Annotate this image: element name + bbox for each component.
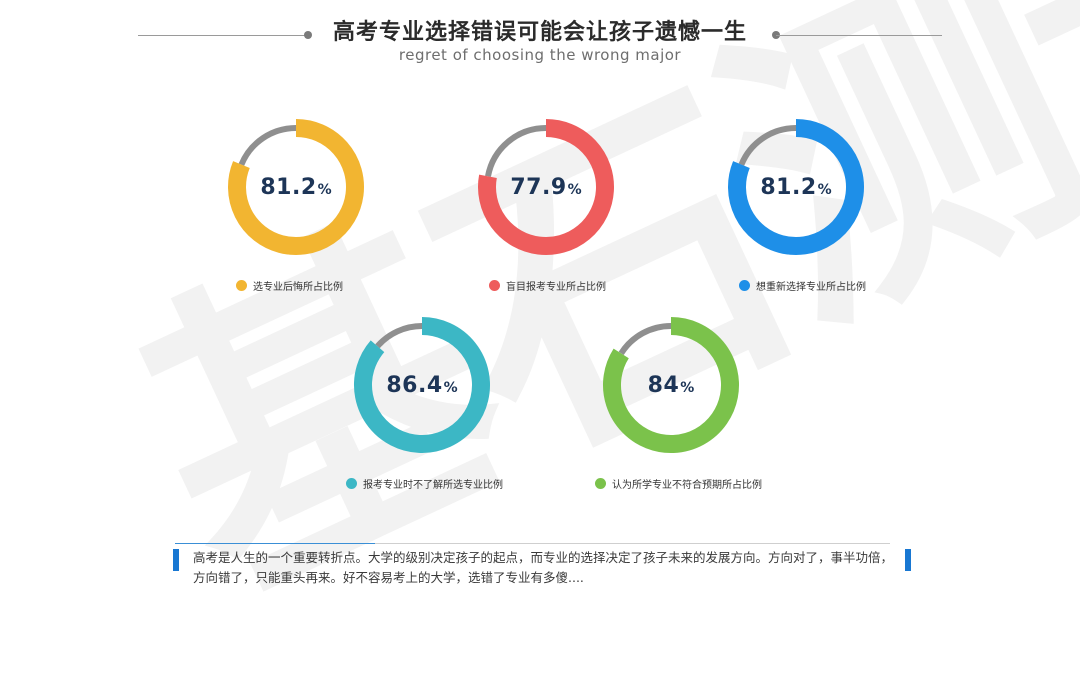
legend-reselect: 想重新选择专业所占比例: [739, 278, 866, 293]
donut-remainder-arc: [238, 125, 297, 166]
value-unit: %: [817, 182, 832, 198]
donut-svg: [728, 119, 864, 255]
quote-bar-left: [173, 549, 179, 571]
donut-value-label: 77.9%: [476, 175, 616, 200]
donut-remainder-arc: [485, 125, 547, 177]
legend-dot: [346, 478, 357, 489]
donut-remainder-arc: [375, 323, 423, 349]
donut-svg: [603, 317, 739, 453]
quote-top-rule: [175, 543, 890, 544]
donut-chart-unaware: 86.4%: [352, 315, 522, 505]
quote-bar-right: [905, 549, 911, 571]
legend-label: 盲目报考专业所占比例: [506, 282, 606, 293]
donut-value-arc: [478, 119, 614, 255]
value-unit: %: [317, 182, 332, 198]
donut-value-label: 86.4%: [352, 373, 492, 398]
page-title: 高考专业选择错误可能会让孩子遗憾一生: [332, 20, 747, 45]
header-rule-right: [776, 35, 942, 36]
donut-remainder-arc: [618, 323, 672, 356]
value-number: 84: [647, 373, 680, 398]
donut-chart-reselect: 81.2%: [726, 117, 896, 307]
legend-dot: [739, 280, 750, 291]
donut-chart-regret: 81.2%: [226, 117, 396, 307]
donut-value-arc: [354, 317, 490, 453]
legend-label: 报考专业时不了解所选专业比例: [363, 480, 503, 491]
donut-value-arc: [728, 119, 864, 255]
value-unit: %: [567, 182, 582, 198]
quote-top-accent: [175, 543, 375, 544]
quote-line-1: 高考是人生的一个重要转折点。大学的级别决定孩子的起点，而专业的选择决定了孩子未来…: [193, 550, 894, 565]
value-number: 86.4: [386, 373, 443, 398]
value-unit: %: [443, 380, 458, 396]
legend-label: 认为所学专业不符合预期所占比例: [612, 480, 762, 491]
donut-value-arc: [603, 317, 739, 453]
donut-value-label: 81.2%: [726, 175, 866, 200]
legend-label: 选专业后悔所占比例: [253, 282, 343, 293]
value-number: 77.9: [510, 175, 567, 200]
donut-value-arc: [228, 119, 364, 255]
legend-unaware: 报考专业时不了解所选专业比例: [346, 476, 503, 491]
value-unit: %: [680, 380, 695, 396]
legend-dot: [236, 280, 247, 291]
header-dot-left: [304, 31, 312, 39]
quote-text: 高考是人生的一个重要转折点。大学的级别决定孩子的起点，而专业的选择决定了孩子未来…: [193, 548, 893, 588]
legend-label: 想重新选择专业所占比例: [756, 282, 866, 293]
legend-regret: 选专业后悔所占比例: [236, 278, 343, 293]
legend-unexpected: 认为所学专业不符合预期所占比例: [595, 476, 762, 491]
legend-dot: [595, 478, 606, 489]
value-number: 81.2: [760, 175, 817, 200]
donut-value-label: 81.2%: [226, 175, 366, 200]
donut-value-label: 84%: [601, 373, 741, 398]
donut-remainder-arc: [738, 125, 797, 166]
legend-blind-apply: 盲目报考专业所占比例: [489, 278, 606, 293]
header-rule-left: [138, 35, 308, 36]
legend-dot: [489, 280, 500, 291]
donut-chart-blind-apply: 77.9%: [476, 117, 646, 307]
donut-chart-unexpected: 84%: [601, 315, 771, 505]
quote-line-2: 方向错了，只能重头再来。好不容易考上的大学，选错了专业有多傻....: [193, 570, 584, 585]
value-number: 81.2: [260, 175, 317, 200]
page-header: 高考专业选择错误可能会让孩子遗憾一生 regret of choosing th…: [0, 0, 1080, 80]
page-subtitle: regret of choosing the wrong major: [398, 46, 682, 64]
donut-svg: [354, 317, 490, 453]
donut-svg: [478, 119, 614, 255]
donut-svg: [228, 119, 364, 255]
